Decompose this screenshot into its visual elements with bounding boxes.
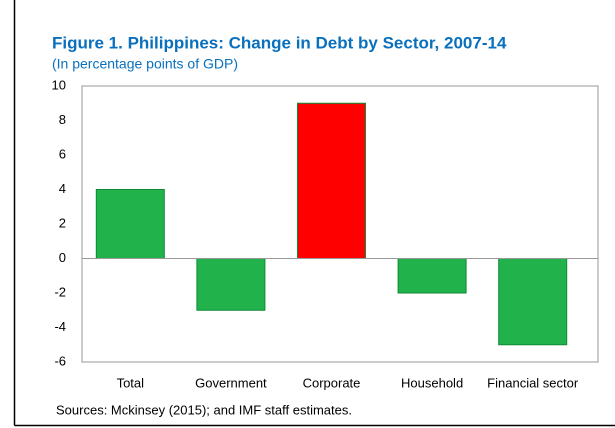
- y-tick-label: 4: [59, 181, 66, 196]
- y-tick-label: 10: [52, 77, 66, 92]
- y-tick-label: 6: [59, 146, 66, 161]
- bar: [95, 189, 165, 259]
- bar: [196, 258, 266, 311]
- bar: [297, 102, 366, 259]
- y-tick-label: -2: [54, 284, 66, 299]
- y-tick-label: -6: [54, 353, 66, 368]
- x-tick-label: Financial sector: [487, 375, 579, 390]
- y-tick-label: 8: [59, 112, 66, 127]
- x-tick-label: Household: [401, 375, 463, 390]
- bar: [498, 258, 568, 346]
- bar: [397, 258, 467, 294]
- source-note: Sources: Mckinsey (2015); and IMF staff …: [56, 402, 352, 417]
- y-tick-label: 0: [59, 250, 66, 265]
- y-tick-label: -4: [54, 319, 66, 334]
- x-tick-label: Corporate: [303, 375, 361, 390]
- chart-title: Figure 1. Philippines: Change in Debt by…: [52, 33, 507, 52]
- x-tick-label: Government: [195, 375, 267, 390]
- y-tick-label: 2: [59, 215, 66, 230]
- chart-subtitle: (In percentage points of GDP): [52, 56, 238, 72]
- x-tick-label: Total: [117, 375, 145, 390]
- plot-area: [81, 85, 599, 363]
